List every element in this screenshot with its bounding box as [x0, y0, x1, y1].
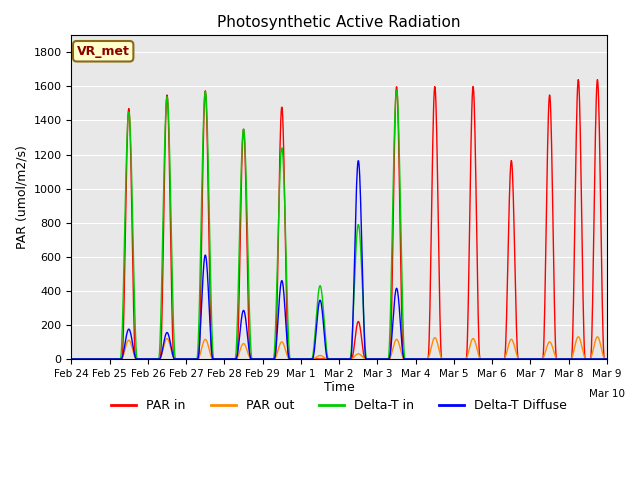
Legend: PAR in, PAR out, Delta-T in, Delta-T Diffuse: PAR in, PAR out, Delta-T in, Delta-T Dif…	[106, 395, 572, 418]
PAR in	[184, 356, 191, 362]
Delta-T Diffuse	[547, 356, 555, 362]
Delta-T in	[184, 356, 191, 362]
PAR out	[184, 356, 191, 362]
PAR out	[408, 356, 416, 362]
PAR out	[593, 334, 601, 340]
Delta-T in	[68, 356, 76, 362]
Delta-T Diffuse	[355, 158, 362, 164]
Delta-T Diffuse	[466, 356, 474, 362]
PAR out	[603, 356, 611, 362]
Delta-T in	[381, 356, 389, 362]
PAR out	[547, 340, 555, 346]
Line: Delta-T in: Delta-T in	[72, 90, 607, 359]
PAR out	[381, 356, 389, 362]
PAR in	[381, 356, 389, 362]
Y-axis label: PAR (umol/m2/s): PAR (umol/m2/s)	[15, 145, 28, 249]
PAR in	[593, 77, 601, 83]
Text: Mar 10: Mar 10	[589, 389, 625, 399]
PAR in	[246, 356, 254, 362]
Delta-T in	[246, 338, 254, 344]
Delta-T Diffuse	[246, 355, 254, 360]
Delta-T Diffuse	[603, 356, 611, 362]
PAR in	[603, 356, 611, 362]
Title: Photosynthetic Active Radiation: Photosynthetic Active Radiation	[218, 15, 461, 30]
Delta-T Diffuse	[68, 356, 76, 362]
Delta-T in	[466, 356, 474, 362]
Line: Delta-T Diffuse: Delta-T Diffuse	[72, 161, 607, 359]
Delta-T Diffuse	[408, 356, 416, 362]
PAR in	[547, 110, 555, 116]
Text: VR_met: VR_met	[77, 45, 130, 58]
PAR in	[408, 356, 416, 362]
Delta-T in	[408, 356, 416, 362]
PAR out	[246, 356, 254, 361]
Delta-T Diffuse	[382, 356, 390, 362]
Delta-T in	[547, 356, 555, 362]
PAR in	[68, 356, 76, 362]
Delta-T in	[603, 356, 611, 362]
Line: PAR out: PAR out	[72, 337, 607, 359]
Delta-T in	[392, 87, 400, 93]
Line: PAR in: PAR in	[72, 80, 607, 359]
X-axis label: Time: Time	[324, 382, 355, 395]
PAR out	[465, 345, 473, 351]
PAR in	[465, 235, 473, 241]
PAR out	[68, 356, 76, 362]
Delta-T Diffuse	[184, 356, 191, 362]
